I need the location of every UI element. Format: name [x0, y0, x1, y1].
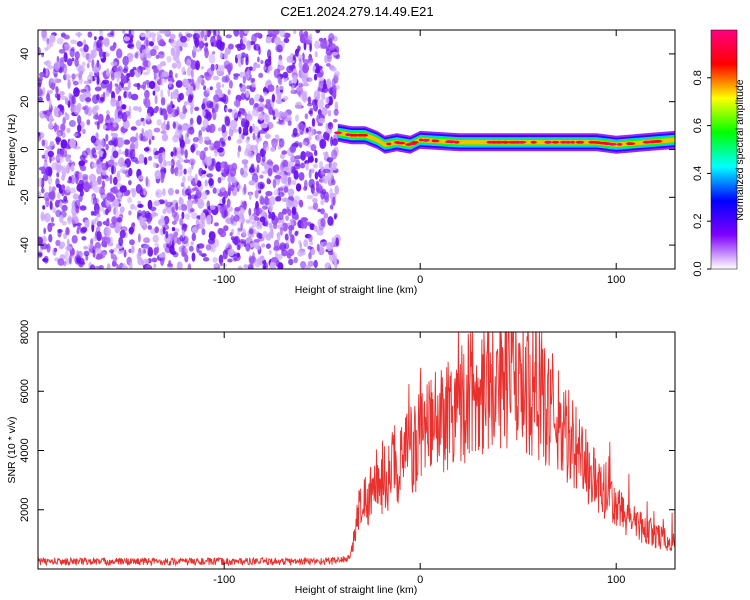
- colorbar-label: Normalized spectral amplitude: [734, 79, 746, 220]
- y-tick-label: 40: [19, 48, 31, 60]
- spectrogram-signal-band: [334, 123, 675, 154]
- spectrogram-y-ticks: -40 -20 0 20 40: [19, 48, 675, 253]
- x-tick-label: -100: [213, 574, 235, 586]
- y-tick-label: 4000: [19, 438, 31, 462]
- snr-y-ticks: 2000 4000 6000 8000: [19, 320, 675, 522]
- x-tick-label: 0: [417, 574, 423, 586]
- y-tick-label: 8000: [19, 320, 31, 344]
- colorbar: 0.0 0.2 0.4 0.6 0.8 Normalized spectral ampl…: [692, 29, 746, 277]
- colorbar-ticks: 0.0 0.2 0.4 0.6 0.8: [692, 70, 711, 277]
- y-tick-label: -40: [19, 237, 31, 253]
- snr-series-line: [38, 332, 675, 567]
- y-tick-label: 6000: [19, 379, 31, 403]
- snr-panel: -100 0 100 2000 4000 6000 8000 Height of stra…: [6, 320, 676, 596]
- x-tick-label: 0: [417, 274, 423, 286]
- spectrogram-x-axis-title: Height of straight line (km): [295, 284, 418, 296]
- colorbar-tick-label: 0.8: [692, 70, 704, 85]
- spectrogram-x-ticks: -100 0 100: [213, 30, 625, 286]
- spectrogram-noise: [38, 30, 341, 269]
- y-tick-label: 2000: [19, 498, 31, 522]
- colorbar-tick-label: 0.0: [692, 261, 704, 276]
- y-tick-label: 0: [19, 146, 31, 152]
- colorbar-tick-label: 0.2: [692, 214, 704, 229]
- snr-x-ticks: -100 0 100: [213, 332, 625, 586]
- snr-plot-area: [38, 332, 675, 569]
- chart-title: C2E1.2024.279.14.49.E21: [280, 4, 433, 19]
- colorbar-tick-label: 0.6: [692, 118, 704, 133]
- y-tick-label: 20: [19, 96, 31, 108]
- colorbar-gradient: [710, 29, 738, 270]
- y-tick-label: -20: [19, 189, 31, 205]
- colorbar-tick-label: 0.4: [692, 166, 704, 181]
- spectrogram-y-axis-title: Frequency (Hz): [6, 114, 18, 186]
- x-tick-label: 100: [607, 574, 625, 586]
- x-tick-label: -100: [213, 274, 235, 286]
- snr-y-axis-title: SNR (10 * v/v): [6, 416, 18, 483]
- spectrogram-panel: -100 0 100 -40 -20 0 20 40 Height of straight …: [6, 29, 676, 296]
- x-tick-label: 100: [607, 274, 625, 286]
- snr-x-axis-title: Height of straight line (km): [295, 584, 418, 596]
